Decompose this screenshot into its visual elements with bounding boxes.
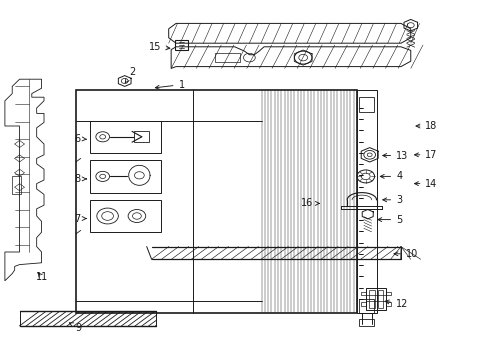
Text: 2: 2 bbox=[125, 67, 136, 83]
Text: 7: 7 bbox=[74, 213, 86, 224]
Text: 11: 11 bbox=[36, 272, 48, 282]
Text: 9: 9 bbox=[69, 323, 82, 333]
Text: 12: 12 bbox=[385, 299, 407, 309]
Text: 4: 4 bbox=[380, 171, 402, 181]
Text: 14: 14 bbox=[414, 179, 437, 189]
Text: 1: 1 bbox=[155, 80, 184, 90]
Bar bbox=[12, 176, 21, 194]
Text: 8: 8 bbox=[74, 174, 86, 184]
Bar bbox=[359, 319, 373, 326]
Text: 5: 5 bbox=[377, 215, 402, 225]
Bar bbox=[365, 288, 386, 310]
Bar bbox=[359, 97, 373, 112]
Bar bbox=[360, 302, 365, 306]
Text: 15: 15 bbox=[149, 42, 169, 52]
Bar bbox=[368, 290, 374, 308]
Bar bbox=[90, 200, 161, 232]
Bar bbox=[386, 292, 390, 295]
Bar bbox=[359, 299, 373, 313]
Text: 18: 18 bbox=[415, 121, 437, 131]
Bar bbox=[215, 53, 239, 62]
Text: 6: 6 bbox=[74, 134, 86, 144]
Bar bbox=[356, 90, 376, 313]
Text: 3: 3 bbox=[382, 195, 402, 205]
Bar bbox=[90, 160, 161, 193]
Text: 17: 17 bbox=[414, 150, 437, 160]
Text: 13: 13 bbox=[382, 150, 407, 161]
Bar bbox=[386, 302, 390, 306]
Bar bbox=[377, 290, 383, 308]
Bar bbox=[360, 292, 365, 295]
Text: 16: 16 bbox=[300, 198, 319, 208]
Bar bbox=[90, 121, 161, 153]
Bar bbox=[175, 40, 187, 50]
Bar bbox=[76, 90, 356, 313]
Text: 10: 10 bbox=[393, 249, 417, 259]
Bar bbox=[134, 131, 149, 142]
